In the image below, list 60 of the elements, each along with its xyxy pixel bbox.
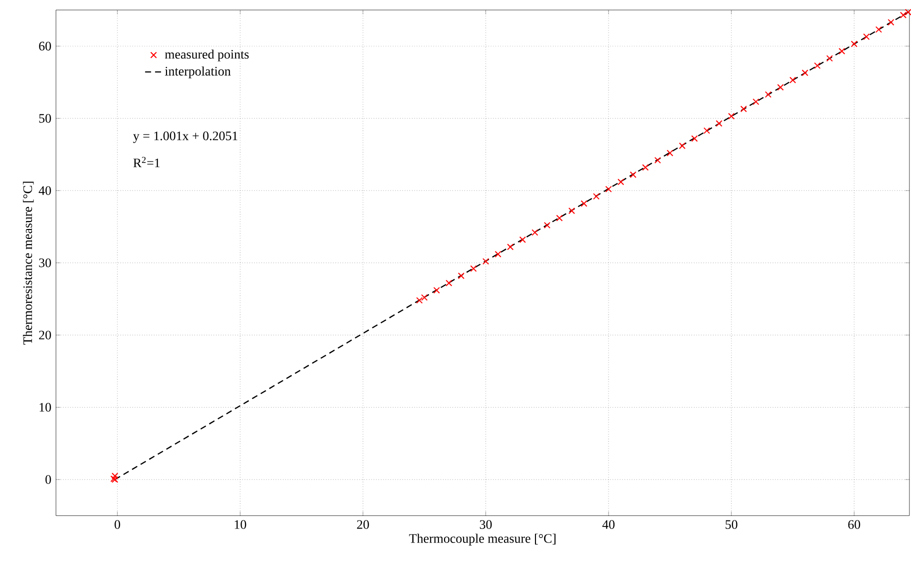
annotation: R$^{2}$=1 [133, 157, 160, 168]
x-tick-label: 0 [114, 520, 120, 530]
legend-label: interpolation [164, 66, 231, 78]
point [642, 164, 649, 171]
y-tick-label: 10 [40, 403, 51, 412]
x-tick-label: 30 [480, 520, 492, 530]
point [863, 34, 870, 40]
point [850, 40, 858, 48]
point [875, 26, 882, 33]
point [814, 62, 821, 70]
point [777, 84, 784, 91]
point [703, 128, 710, 134]
point [678, 142, 686, 150]
y-tick-label: 40 [38, 186, 51, 196]
point [580, 200, 588, 208]
point [519, 236, 526, 244]
point [494, 251, 502, 258]
y-tick-label: 60 [39, 42, 51, 51]
point [112, 472, 118, 480]
annotation: y = 1.001x + 0.2051 [133, 132, 238, 144]
point [728, 113, 735, 120]
point [666, 150, 674, 157]
legend-label: measured points [164, 50, 249, 62]
point [764, 91, 772, 98]
y-axis-title: Thermoresistance measure [°C] [22, 182, 34, 345]
point [888, 19, 894, 26]
point [826, 55, 833, 62]
x-tick-label: 50 [726, 520, 738, 530]
point [532, 229, 538, 236]
y-tick-label: 30 [39, 258, 51, 268]
point [556, 214, 563, 222]
point [568, 208, 576, 214]
point [458, 272, 465, 280]
point [838, 48, 846, 55]
point [716, 120, 722, 127]
point [446, 280, 452, 287]
point [789, 76, 796, 84]
point [433, 287, 440, 294]
point [618, 178, 624, 186]
x-tick-label: 40 [602, 520, 615, 530]
x-tick-label: 10 [234, 520, 246, 530]
point [507, 244, 514, 250]
point [802, 70, 808, 76]
x-axis-title: Thermocouple measure [°C] [409, 534, 556, 546]
x-tick-label: 20 [357, 520, 369, 530]
point [752, 98, 760, 106]
y-tick-label: 50 [39, 114, 51, 123]
point [592, 193, 600, 200]
point [900, 12, 907, 19]
point [654, 157, 661, 164]
point [544, 222, 550, 229]
point [740, 106, 747, 112]
point [605, 186, 612, 193]
point [470, 265, 477, 272]
x-tick-label: 60 [848, 520, 860, 530]
y-tick-label: 20 [39, 330, 51, 340]
y-tick-label: 0 [45, 475, 51, 484]
point [482, 258, 490, 265]
point [630, 172, 636, 178]
point [691, 135, 698, 142]
